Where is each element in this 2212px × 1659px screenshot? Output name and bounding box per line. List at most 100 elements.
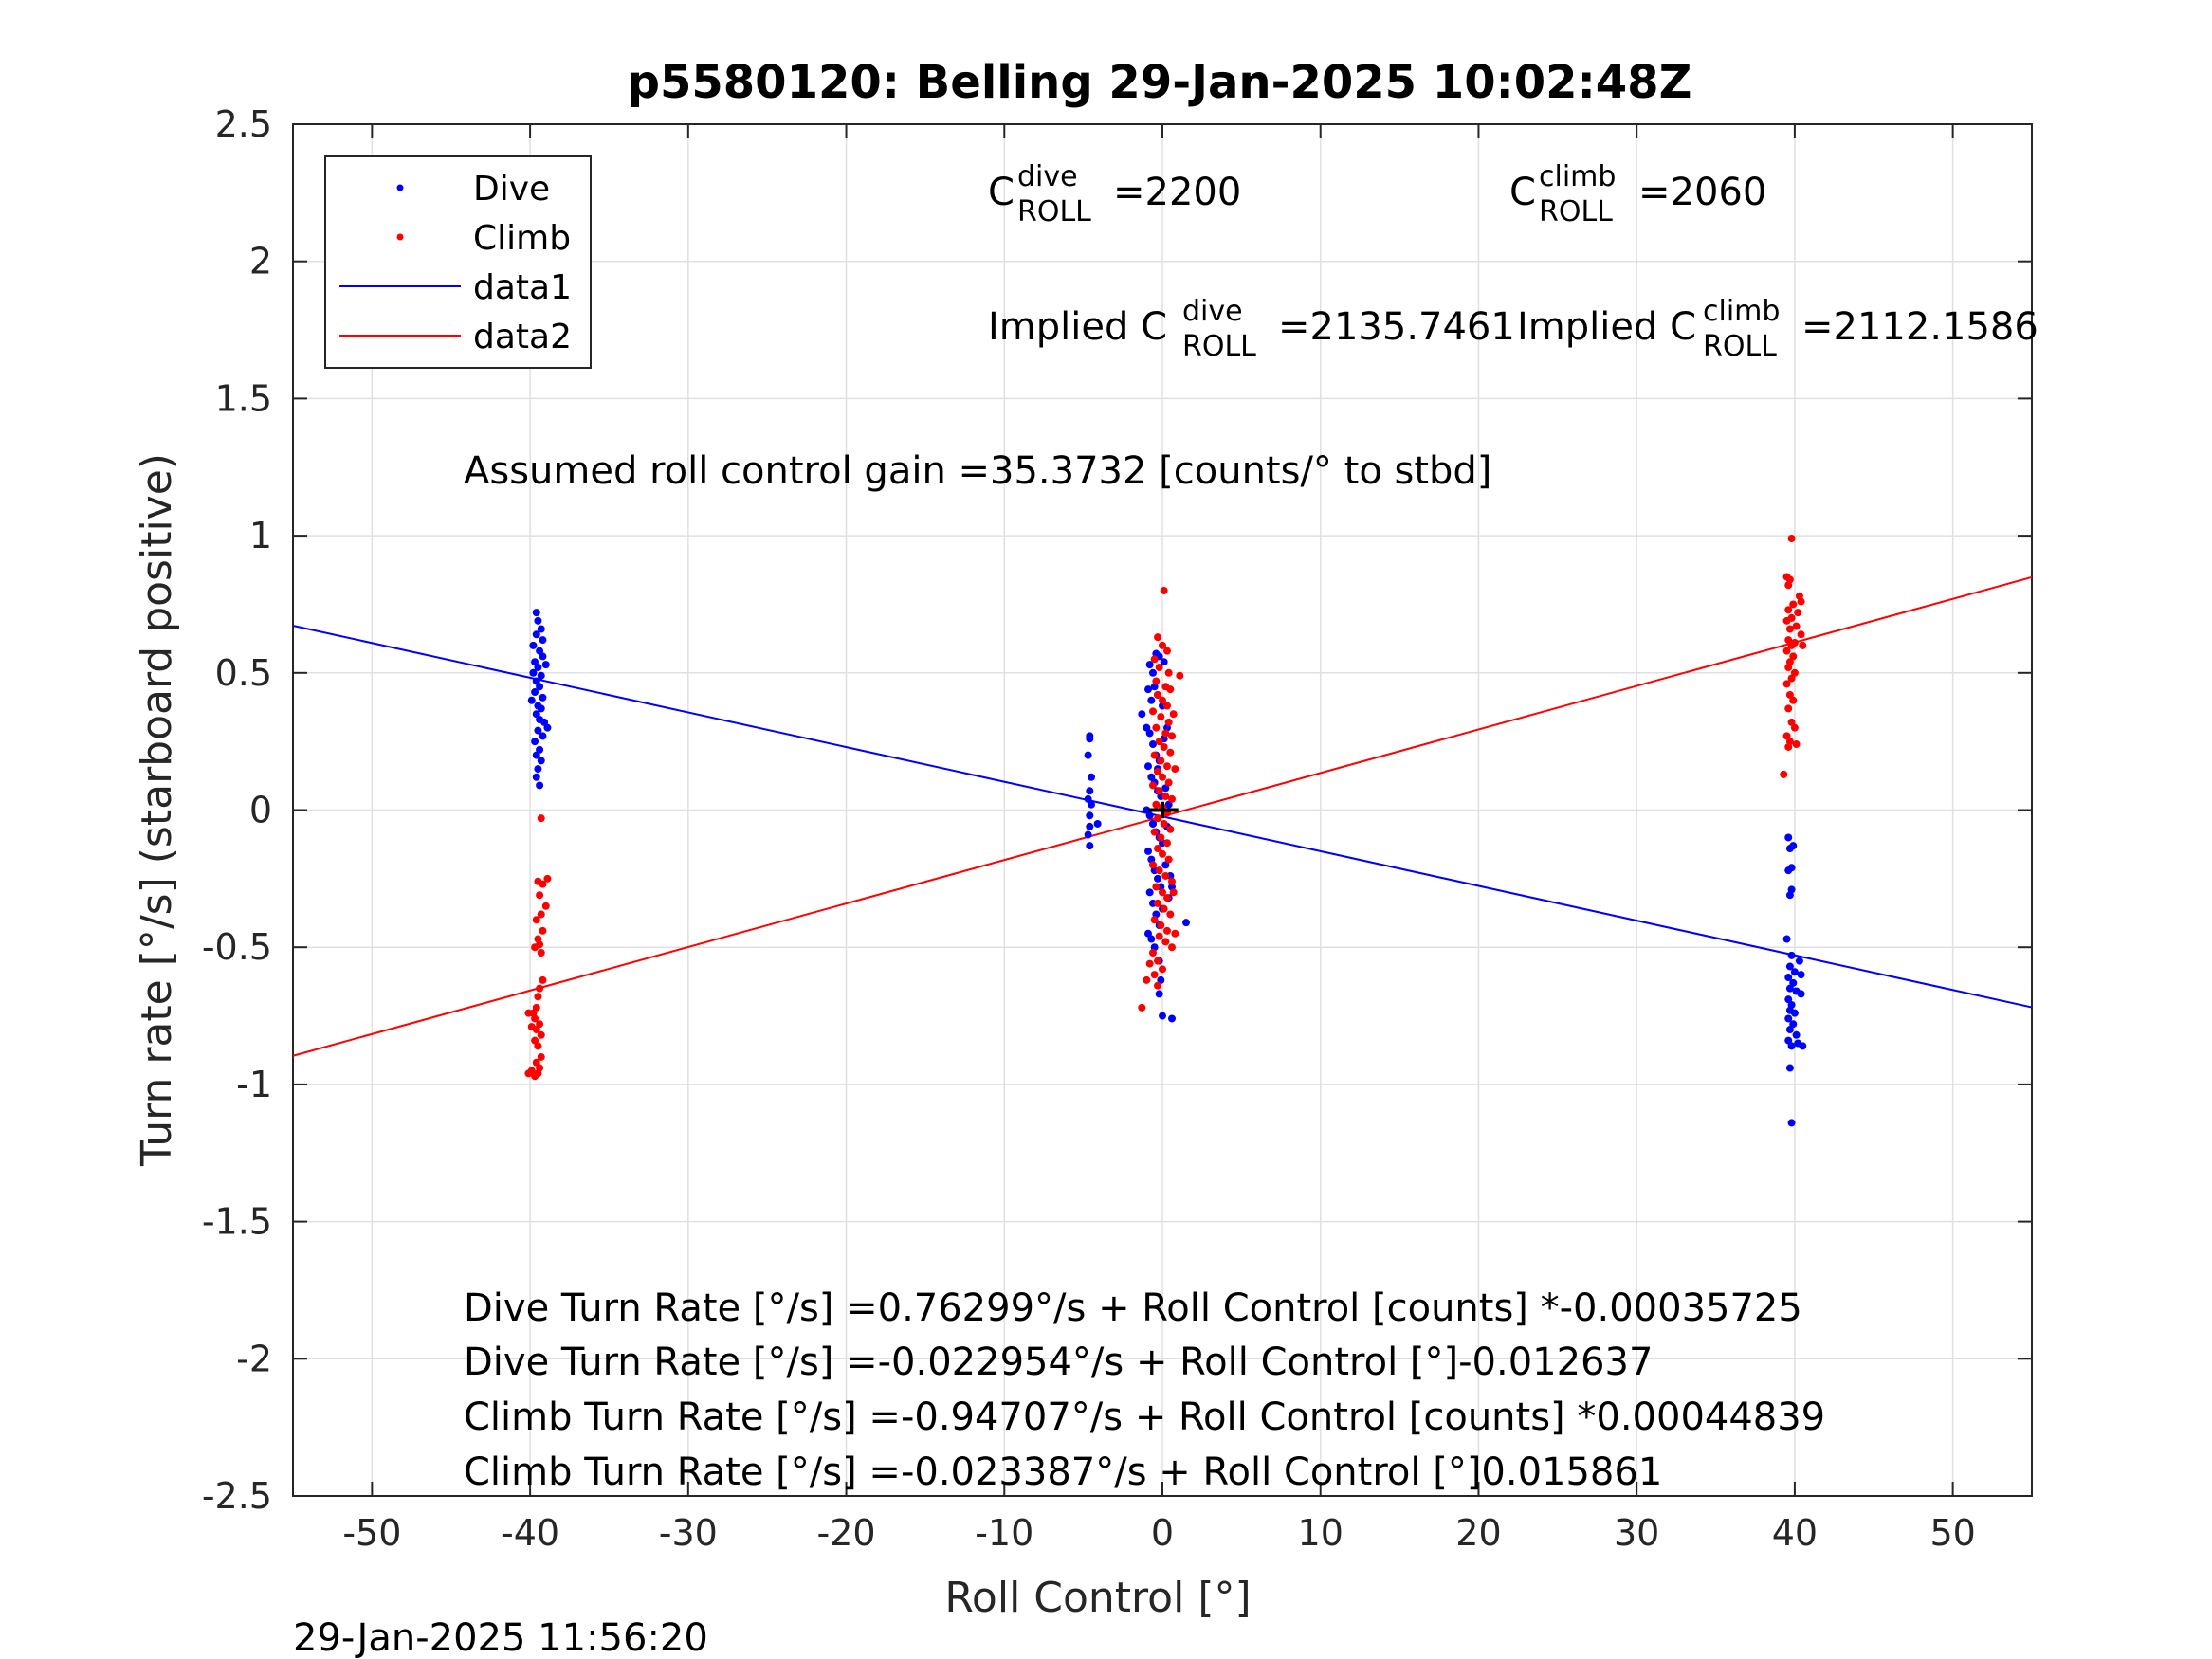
climb-point bbox=[1148, 948, 1157, 957]
climb-point bbox=[1166, 748, 1175, 757]
dive-point bbox=[1797, 971, 1805, 979]
climb-point bbox=[1161, 871, 1170, 880]
climb-point bbox=[1164, 778, 1173, 787]
x-tick-label: -40 bbox=[501, 1512, 559, 1554]
implied-dive-annotation: Implied C dive ROLL =2135.7461 bbox=[988, 286, 1515, 365]
dive-point bbox=[531, 688, 539, 697]
climb-point bbox=[1145, 959, 1154, 968]
annotations: C dive ROLL =2200 C climb ROLL =2060 Imp… bbox=[464, 152, 2038, 1494]
implied-climb-sub: ROLL bbox=[1703, 330, 1777, 363]
implied-climb-annotation: Implied C climb ROLL =2112.1586 bbox=[1517, 286, 2038, 365]
climb-point bbox=[1152, 723, 1161, 732]
dive-point bbox=[1145, 661, 1154, 669]
climb-point bbox=[1160, 742, 1168, 751]
dive-point bbox=[1143, 929, 1152, 938]
climb-point bbox=[1163, 647, 1172, 655]
climb-point bbox=[1153, 981, 1161, 990]
climb-point bbox=[1153, 767, 1161, 775]
climb-point bbox=[1152, 800, 1161, 809]
climb-point bbox=[1163, 762, 1172, 771]
climb-point bbox=[1148, 707, 1157, 716]
climb-point bbox=[1790, 723, 1799, 732]
climb-point bbox=[1164, 718, 1173, 726]
dive-point bbox=[1148, 740, 1157, 749]
y-tick-label: 1.5 bbox=[215, 377, 272, 419]
y-tick-label: -2 bbox=[236, 1338, 272, 1379]
dive-point bbox=[534, 726, 542, 735]
c-climb-sub: ROLL bbox=[1539, 195, 1613, 228]
dive-point bbox=[1784, 1014, 1793, 1023]
dive-point bbox=[532, 677, 540, 685]
dive-point bbox=[1145, 811, 1154, 820]
climb-point bbox=[1784, 664, 1793, 672]
climb-point bbox=[1171, 929, 1179, 938]
dive-point bbox=[1086, 735, 1094, 743]
dive-point bbox=[1086, 822, 1094, 830]
legend-label-data1: data1 bbox=[473, 268, 572, 307]
chart-title: p5580120: Belling 29-Jan-2025 10:02:48Z bbox=[628, 56, 1692, 109]
climb-point bbox=[1161, 938, 1170, 946]
x-tick-labels: -50 -40 -30 -20 -10 0 10 20 30 40 50 bbox=[342, 1512, 1975, 1554]
climb-point bbox=[1784, 704, 1793, 713]
dive-point bbox=[1787, 951, 1796, 959]
climb-point bbox=[1153, 845, 1161, 853]
dive-point bbox=[1785, 1026, 1794, 1034]
y-tick-label: -0.5 bbox=[202, 926, 272, 968]
c-dive-annotation: C dive ROLL =2200 bbox=[988, 152, 1241, 230]
dive-point bbox=[539, 693, 547, 702]
dive-point bbox=[532, 773, 540, 781]
dive-point bbox=[1157, 975, 1165, 984]
dive-point bbox=[1784, 995, 1793, 1004]
x-tick-label: -50 bbox=[342, 1512, 401, 1554]
climb-point bbox=[1148, 781, 1157, 790]
dive-point bbox=[1785, 962, 1794, 971]
legend-label-dive: Dive bbox=[473, 170, 550, 209]
climb-point bbox=[539, 926, 547, 935]
dive-point bbox=[1789, 978, 1798, 987]
dive-point bbox=[1784, 1036, 1793, 1045]
implied-dive-prefix: Implied C bbox=[988, 305, 1167, 349]
dive-point bbox=[1797, 990, 1805, 998]
climb-point bbox=[534, 1042, 542, 1050]
dive-point bbox=[1084, 751, 1092, 759]
legend-marker-climb bbox=[396, 233, 404, 241]
dive-point bbox=[1153, 874, 1161, 883]
legend: Dive Climb data1 data2 bbox=[324, 155, 592, 369]
c-dive-main: C bbox=[988, 171, 1015, 214]
climb-point bbox=[1155, 664, 1163, 672]
climb-point bbox=[1168, 732, 1177, 740]
climb-point bbox=[532, 916, 540, 924]
climb-point bbox=[1153, 690, 1161, 699]
climb-point bbox=[1138, 1003, 1146, 1012]
climb-point bbox=[1782, 616, 1791, 625]
equation-climb-counts: Climb Turn Rate [°/s] =-0.94707°/s + Rol… bbox=[464, 1395, 1825, 1439]
climb-point bbox=[1155, 932, 1163, 940]
equation-dive-counts: Dive Turn Rate [°/s] =0.76299°/s + Roll … bbox=[464, 1286, 1802, 1330]
climb-point bbox=[1780, 770, 1788, 778]
climb-point bbox=[1160, 904, 1168, 913]
dive-point bbox=[1145, 729, 1154, 738]
legend-label-climb: Climb bbox=[473, 219, 571, 258]
climb-point bbox=[1159, 696, 1166, 704]
dive-point bbox=[1785, 845, 1794, 853]
x-tick-label: 20 bbox=[1455, 1512, 1501, 1554]
climb-point bbox=[1784, 636, 1793, 645]
x-tick-label: 10 bbox=[1298, 1512, 1344, 1554]
climb-point bbox=[1150, 751, 1159, 759]
c-dive-sup: dive bbox=[1017, 160, 1078, 193]
climb-point bbox=[531, 1014, 539, 1023]
climb-point bbox=[1153, 814, 1161, 823]
dive-point bbox=[539, 636, 547, 645]
dive-point bbox=[1164, 800, 1173, 809]
dive-point bbox=[1086, 842, 1094, 850]
dive-point bbox=[540, 718, 549, 726]
dive-point bbox=[537, 625, 545, 633]
y-tick-label: -1 bbox=[236, 1064, 272, 1105]
climb-point bbox=[1148, 861, 1157, 869]
climb-point bbox=[536, 891, 544, 900]
dive-point bbox=[1790, 1009, 1799, 1017]
dive-point bbox=[1087, 800, 1095, 809]
dive-point bbox=[1143, 762, 1152, 771]
dive-point bbox=[1087, 773, 1095, 781]
climb-point bbox=[1159, 888, 1166, 897]
